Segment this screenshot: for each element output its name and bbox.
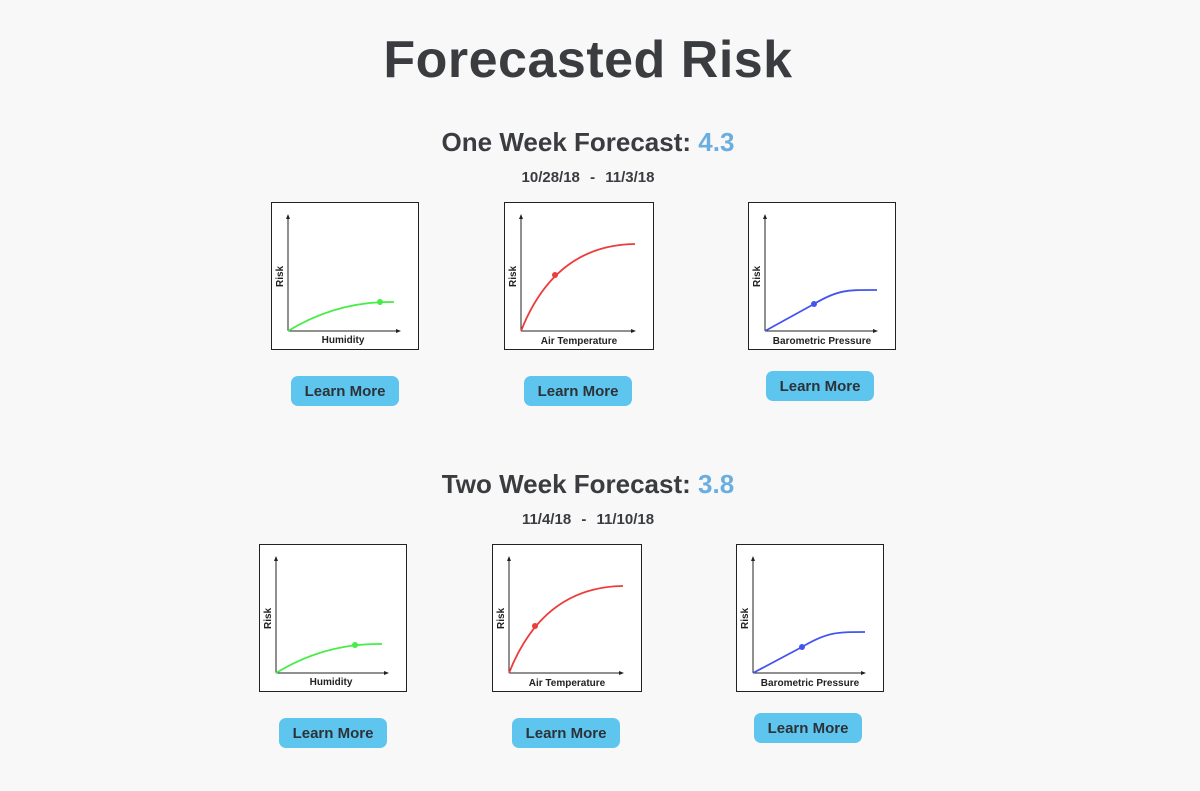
date-start: 11/4/18 xyxy=(521,511,572,528)
date-range: 10/28/18 - 11/3/18 xyxy=(0,169,1176,186)
y-axis-label: Risk xyxy=(752,265,763,287)
x-axis-label: Barometric Pressure xyxy=(761,678,860,689)
learn-more-button[interactable]: Learn More xyxy=(512,718,620,748)
y-axis-label: Risk xyxy=(263,607,274,629)
section-heading: One Week Forecast: 4.3 xyxy=(0,127,1176,158)
section-label: One Week Forecast: xyxy=(441,127,692,157)
y-axis-label: Risk xyxy=(508,265,519,287)
date-end: 11/10/18 xyxy=(596,511,655,528)
barometric-pressure-risk-chart: Risk Barometric Pressure xyxy=(736,544,884,692)
x-axis-label: Humidity xyxy=(310,677,353,688)
humidity-risk-chart: Risk Humidity xyxy=(271,202,419,350)
y-axis-label: Risk xyxy=(740,607,751,629)
x-axis-label: Humidity xyxy=(322,335,365,346)
section-label: Two Week Forecast: xyxy=(441,469,691,499)
date-separator: - xyxy=(581,511,587,528)
air-temperature-risk-chart: Risk Air Temperature xyxy=(492,544,642,692)
forecast-score: 3.8 xyxy=(698,469,735,499)
date-separator: - xyxy=(590,169,596,186)
x-axis-label: Air Temperature xyxy=(529,678,606,689)
y-axis-label: Risk xyxy=(496,607,507,629)
x-axis-label: Air Temperature xyxy=(541,336,618,347)
y-axis-label: Risk xyxy=(275,265,286,287)
date-range: 11/4/18 - 11/10/18 xyxy=(0,511,1176,528)
date-end: 11/3/18 xyxy=(605,169,655,186)
barometric-pressure-risk-chart: Risk Barometric Pressure xyxy=(748,202,896,350)
page-title: Forecasted Risk xyxy=(383,31,793,89)
learn-more-button[interactable]: Learn More xyxy=(754,713,862,743)
air-temperature-risk-chart: Risk Air Temperature xyxy=(504,202,654,350)
learn-more-button[interactable]: Learn More xyxy=(524,376,632,406)
date-start: 10/28/18 xyxy=(521,169,580,186)
section-heading: Two Week Forecast: 3.8 xyxy=(0,469,1176,500)
humidity-risk-chart: Risk Humidity xyxy=(259,544,407,692)
learn-more-button[interactable]: Learn More xyxy=(279,718,387,748)
learn-more-button[interactable]: Learn More xyxy=(766,371,874,401)
forecast-score: 4.3 xyxy=(698,127,735,157)
x-axis-label: Barometric Pressure xyxy=(773,336,872,347)
learn-more-button[interactable]: Learn More xyxy=(291,376,399,406)
